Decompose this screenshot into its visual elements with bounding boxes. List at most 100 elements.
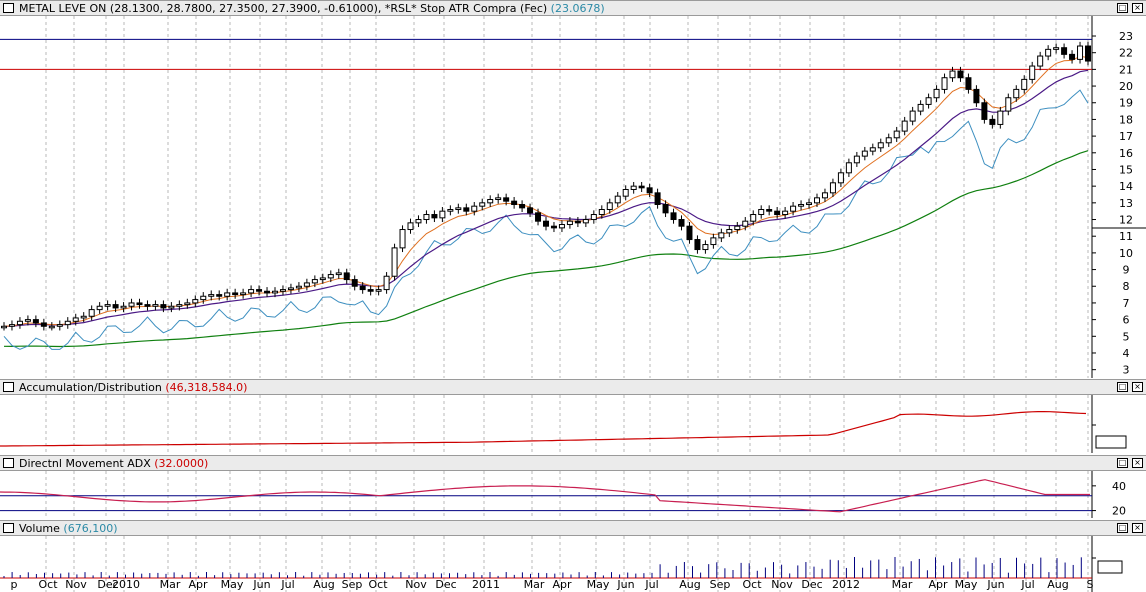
candle-body xyxy=(829,182,836,194)
symbol-label: METAL LEVE ON xyxy=(19,2,107,15)
candle-body xyxy=(1085,45,1091,62)
ad-name: Accumulation/Distribution xyxy=(19,381,162,394)
x-tick-label: S xyxy=(1087,578,1094,591)
price-panel-title: METAL LEVE ON (28.1300, 28.7800, 27.3500… xyxy=(19,2,605,15)
candle-body xyxy=(240,292,247,296)
candle-body xyxy=(248,289,255,294)
candle-body xyxy=(638,185,645,189)
candle-body xyxy=(351,279,358,287)
price-chart[interactable]: 3 4 5 6 7 8 9 10 11 12 13 14 15 16 17 18 19 20 21 22 23 xyxy=(0,16,1146,378)
panel-select-checkbox[interactable] xyxy=(3,458,14,468)
candle-body xyxy=(72,317,79,322)
candle-body xyxy=(96,305,103,311)
x-tick-label: p xyxy=(11,578,18,591)
y-tick-label: 19 xyxy=(1119,97,1133,110)
candle-body xyxy=(136,302,143,306)
maximize-icon[interactable]: □ xyxy=(1117,382,1128,392)
x-tick-label: Nov xyxy=(65,578,87,591)
candle-body xyxy=(1077,45,1084,60)
ad-chart[interactable] xyxy=(0,395,1146,453)
candle-body xyxy=(957,70,964,79)
candle-body xyxy=(893,130,900,139)
y-tick-label: 14 xyxy=(1119,180,1133,193)
candle-body xyxy=(168,305,175,309)
candle-body xyxy=(359,285,366,291)
ma-short-line xyxy=(3,55,1089,327)
candle-body xyxy=(519,204,526,209)
y-tick-label: 10 xyxy=(1119,247,1133,260)
adx-panel-header: Directnl Movement ADX (32.0000) □ × xyxy=(0,455,1146,471)
close-icon[interactable]: × xyxy=(1132,3,1143,13)
x-tick-label: Sep xyxy=(342,578,363,591)
x-tick-label: 2012 xyxy=(832,578,860,591)
candle-body xyxy=(24,319,31,322)
candle-body xyxy=(32,319,39,324)
candle-body xyxy=(670,212,677,221)
candle-body xyxy=(726,229,733,234)
candle-body xyxy=(662,204,669,214)
x-tick-label: Jul xyxy=(280,578,294,591)
candle-body xyxy=(949,70,956,79)
maximize-icon[interactable]: □ xyxy=(1117,523,1128,533)
candle-body xyxy=(1013,88,1020,99)
y-tick-label: 15 xyxy=(1119,163,1133,176)
maximize-icon[interactable]: □ xyxy=(1117,458,1128,468)
candle-body xyxy=(375,289,382,292)
panel-select-checkbox[interactable] xyxy=(3,382,14,392)
y-tick-label: 18 xyxy=(1119,113,1133,126)
candle-body xyxy=(160,304,167,309)
x-tick-label: Oct xyxy=(368,578,388,591)
close-icon[interactable]: × xyxy=(1132,523,1143,533)
multiplier-box xyxy=(1095,435,1127,449)
y-tick-label: 16 xyxy=(1119,147,1133,160)
candle-body xyxy=(582,219,589,224)
candle-body xyxy=(479,202,486,207)
y-tick-label: 20 xyxy=(1119,80,1133,93)
candle-body xyxy=(335,272,342,276)
candle-body xyxy=(224,292,231,297)
candle-body xyxy=(16,320,23,326)
x-tick-label: Jun xyxy=(986,578,1004,591)
close-icon[interactable]: × xyxy=(1132,458,1143,468)
candle-body xyxy=(144,304,151,307)
maximize-icon[interactable]: □ xyxy=(1117,3,1128,13)
y-tick-label: 7 xyxy=(1123,297,1130,310)
x-tick-label: Jun xyxy=(616,578,634,591)
x-tick-label: Apr xyxy=(552,578,572,591)
y-tick-label: 23 xyxy=(1119,30,1133,43)
candle-body xyxy=(216,294,223,297)
candle-body xyxy=(750,214,757,222)
x-tick-label: Nov xyxy=(405,578,427,591)
candle-body xyxy=(694,239,701,251)
candle-body xyxy=(861,150,868,157)
x-tick-label: Sep xyxy=(710,578,731,591)
candle-body xyxy=(566,220,573,226)
candle-body xyxy=(973,88,980,104)
candle-body xyxy=(415,219,422,224)
panel-select-checkbox[interactable] xyxy=(3,523,14,533)
candle-body xyxy=(152,304,159,307)
candle-body xyxy=(487,199,494,204)
volume-panel-header: Volume (676,100) □ × xyxy=(0,520,1146,536)
multiplier-box xyxy=(1097,560,1123,574)
adx-panel: Directnl Movement ADX (32.0000) □ × 20 40 xyxy=(0,455,1146,518)
y-tick-label: 17 xyxy=(1119,130,1133,143)
candle-body xyxy=(614,195,621,204)
ad-value: (46,318,584.0) xyxy=(165,381,248,394)
candle-body xyxy=(327,274,334,279)
candle-body xyxy=(535,212,542,222)
candle-body xyxy=(455,207,462,211)
candle-body xyxy=(814,197,820,204)
close-icon[interactable]: × xyxy=(1132,382,1143,392)
candle-body xyxy=(511,200,518,206)
price-panel: METAL LEVE ON (28.1300, 28.7800, 27.3500… xyxy=(0,0,1146,378)
panel-select-checkbox[interactable] xyxy=(3,3,14,13)
x-tick-label: May xyxy=(221,578,244,591)
y-tick-label: 6 xyxy=(1123,314,1130,327)
ad-panel: Accumulation/Distribution (46,318,584.0)… xyxy=(0,379,1146,453)
candle-body xyxy=(391,247,398,277)
y-tick-label: 11 xyxy=(1119,230,1133,243)
candle-body xyxy=(88,309,95,317)
